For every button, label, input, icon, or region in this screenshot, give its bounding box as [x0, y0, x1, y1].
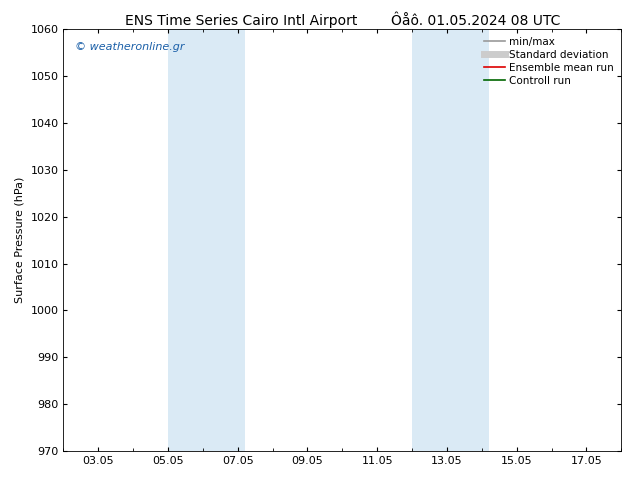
Y-axis label: Surface Pressure (hPa): Surface Pressure (hPa)	[15, 177, 25, 303]
Text: © weatheronline.gr: © weatheronline.gr	[75, 42, 184, 52]
Bar	[412, 29, 489, 451]
Text: ENS Time Series Cairo Intl Airport: ENS Time Series Cairo Intl Airport	[125, 14, 357, 28]
Legend: min/max, Standard deviation, Ensemble mean run, Controll run: min/max, Standard deviation, Ensemble me…	[482, 35, 616, 88]
Bar	[168, 29, 245, 451]
Text: Ôåô. 01.05.2024 08 UTC: Ôåô. 01.05.2024 08 UTC	[391, 14, 560, 28]
